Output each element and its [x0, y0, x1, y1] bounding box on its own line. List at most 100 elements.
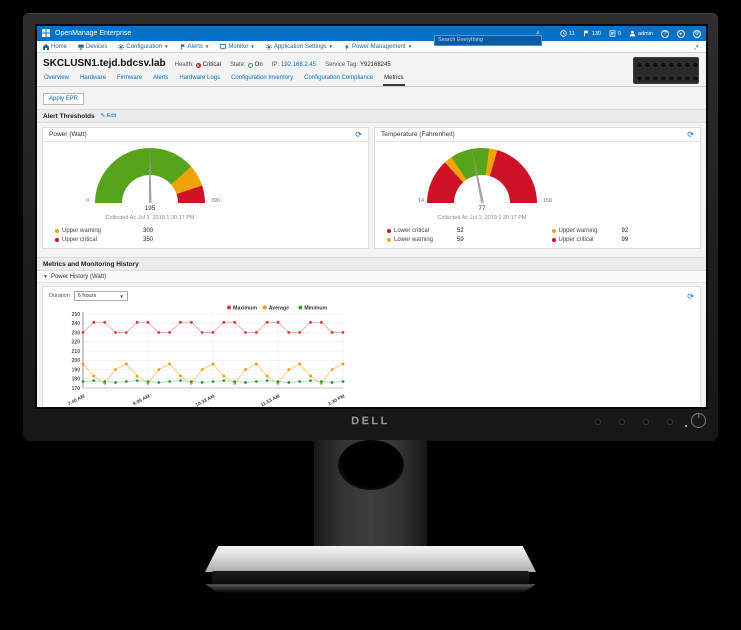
- ip-link[interactable]: 192.168.2.45: [281, 62, 317, 68]
- menu-button[interactable]: [644, 420, 648, 424]
- search-box[interactable]: ⌕: [434, 28, 543, 46]
- tab-configuration-compliance[interactable]: Configuration Compliance: [304, 75, 374, 81]
- svg-text:9:06 AM: 9:06 AM: [132, 393, 151, 407]
- topbar-warnings[interactable]: 130: [583, 30, 601, 37]
- menu-button[interactable]: [620, 420, 624, 424]
- gauge-cards: Power (Watt) ⟳ 0 390: [37, 123, 706, 253]
- help-icon: ?: [661, 29, 669, 38]
- threshold-lower-critical: Lower critical 52: [387, 228, 536, 234]
- tab-configuration-inventory[interactable]: Configuration Inventory: [231, 75, 294, 81]
- menu-home[interactable]: Home: [43, 43, 67, 50]
- topbar-help[interactable]: ?: [661, 29, 669, 38]
- menu-alerts[interactable]: Alerts ▼: [180, 43, 209, 50]
- power-gauge: 0 390: [86, 144, 220, 204]
- monitor-buttons: [596, 420, 672, 424]
- temperature-gauge-max: 158: [542, 198, 552, 204]
- menu-power-management[interactable]: Power Management ▼: [344, 43, 413, 50]
- svg-text:190: 190: [72, 367, 81, 373]
- svg-text:200: 200: [72, 358, 81, 364]
- chevron-down-icon: ▼: [328, 44, 333, 49]
- duration-select[interactable]: 6 hours ▼: [73, 291, 128, 301]
- menu-application-settings[interactable]: Application Settings ▼: [266, 44, 333, 50]
- main-menu: Home Devices Configuration ▼ Alerts ▼: [37, 41, 706, 53]
- user-name: admin: [638, 30, 653, 37]
- menu-configuration[interactable]: Configuration ▼: [118, 43, 169, 50]
- refresh-icon[interactable]: ⟳: [355, 130, 362, 139]
- topbar-alerts[interactable]: 11: [560, 30, 575, 37]
- settings-gear-icon: [266, 43, 272, 50]
- menu-monitor[interactable]: Monitor ▼: [220, 43, 255, 50]
- threshold-upper-warning: Upper warning 300: [55, 228, 368, 234]
- alerts-flag-icon: [180, 43, 185, 50]
- tab-hardware[interactable]: Hardware: [80, 75, 107, 81]
- critical-dot-icon: [387, 228, 391, 233]
- monitor-power-button[interactable]: [691, 413, 706, 428]
- device-page: SKCLUSN1.tejd.bdcsv.lab Health: ✕ Critic…: [37, 53, 706, 407]
- refresh-icon[interactable]: ⟳: [687, 291, 694, 301]
- power-state: State: On: [229, 62, 263, 68]
- search-input[interactable]: [434, 34, 543, 46]
- chevron-down-icon: ▼: [407, 44, 413, 49]
- pin-icon[interactable]: [694, 43, 700, 50]
- critical-dot-icon: [551, 237, 556, 242]
- health-status: Health: ✕ Critical: [174, 62, 221, 68]
- screen: OpenManage Enterprise ⌕ 11 130 0: [37, 26, 706, 407]
- tab-hardware-logs[interactable]: Hardware Logs: [179, 75, 221, 81]
- cable-hole: [337, 440, 404, 490]
- menu-button[interactable]: [596, 420, 600, 424]
- topbar-jobs[interactable]: 0: [609, 30, 621, 37]
- alert-thresholds-header: Alert Thresholds ✎ Edit: [37, 109, 706, 123]
- service-tag-value: Y92168245: [359, 62, 391, 68]
- tab-firmware[interactable]: Firmware: [117, 75, 143, 81]
- svg-text:240: 240: [72, 321, 81, 327]
- monitor-bezel: OpenManage Enterprise ⌕ 11 130 0: [22, 12, 719, 442]
- tab-overview[interactable]: Overview: [44, 75, 70, 81]
- app-title: OpenManage Enterprise: [55, 30, 132, 37]
- power-bolt-icon: [345, 43, 349, 50]
- warnings-count: 130: [591, 30, 601, 37]
- temperature-gauge: 14 158: [418, 148, 552, 204]
- topbar-settings[interactable]: ⚙: [693, 29, 701, 38]
- tab-metrics[interactable]: Metrics: [383, 74, 405, 86]
- search-icon[interactable]: ⌕: [536, 30, 541, 37]
- monitor-stand-base: [205, 546, 536, 572]
- tab-alerts[interactable]: Alerts: [153, 75, 169, 81]
- topbar-user[interactable]: admin: [629, 30, 653, 37]
- menu-devices[interactable]: Devices: [78, 44, 107, 50]
- service-tag: Service Tag: Y92168245: [325, 62, 391, 68]
- configuration-gear-icon: [118, 43, 125, 50]
- edit-thresholds-link[interactable]: ✎ Edit: [100, 113, 117, 119]
- apply-epr-button[interactable]: Apply EPR: [43, 93, 85, 105]
- stand-reflection: [205, 584, 536, 593]
- svg-text:170: 170: [72, 386, 81, 392]
- threshold-upper-critical: Upper critical 350: [55, 237, 368, 243]
- power-gauge-value: 195: [144, 205, 156, 212]
- power-history-chart: 170 180 190 200 210 220 230 240 250 7:40 AM 9:06 A…: [67, 305, 346, 407]
- alerts-count: 11: [569, 30, 575, 37]
- topbar-launch[interactable]: ▸: [677, 29, 685, 38]
- temperature-gauge-min: 14: [418, 198, 425, 204]
- svg-text:10:33 AM: 10:33 AM: [195, 393, 216, 407]
- server-thumbnail: [633, 57, 699, 84]
- gear-icon: ⚙: [693, 29, 701, 38]
- health-value: Critical: [202, 62, 221, 68]
- state-value: On: [254, 62, 263, 68]
- chevron-down-icon: ▼: [250, 44, 255, 49]
- menu-button[interactable]: [668, 420, 672, 424]
- warning-dot-icon: [55, 228, 59, 233]
- temperature-gauge-value: 77: [478, 205, 486, 212]
- svg-text:Minimum: Minimum: [304, 306, 327, 312]
- power-gauge-needle: [148, 144, 152, 203]
- clock-icon: [560, 30, 567, 37]
- power-on-icon: [247, 62, 253, 68]
- threshold-upper-critical: Upper critical 99: [551, 237, 701, 243]
- svg-text:7:40 AM: 7:40 AM: [67, 393, 86, 407]
- app-topbar: OpenManage Enterprise ⌕ 11 130 0: [37, 26, 706, 46]
- monitor-stand-neck: [314, 440, 427, 562]
- power-history-toggle[interactable]: ▼ Power History (Watt): [37, 271, 706, 283]
- svg-text:1:30 PM: 1:30 PM: [327, 393, 346, 407]
- monitor-icon: [220, 43, 227, 49]
- refresh-icon[interactable]: ⟳: [687, 130, 694, 139]
- power-gauge-max: 390: [210, 198, 220, 204]
